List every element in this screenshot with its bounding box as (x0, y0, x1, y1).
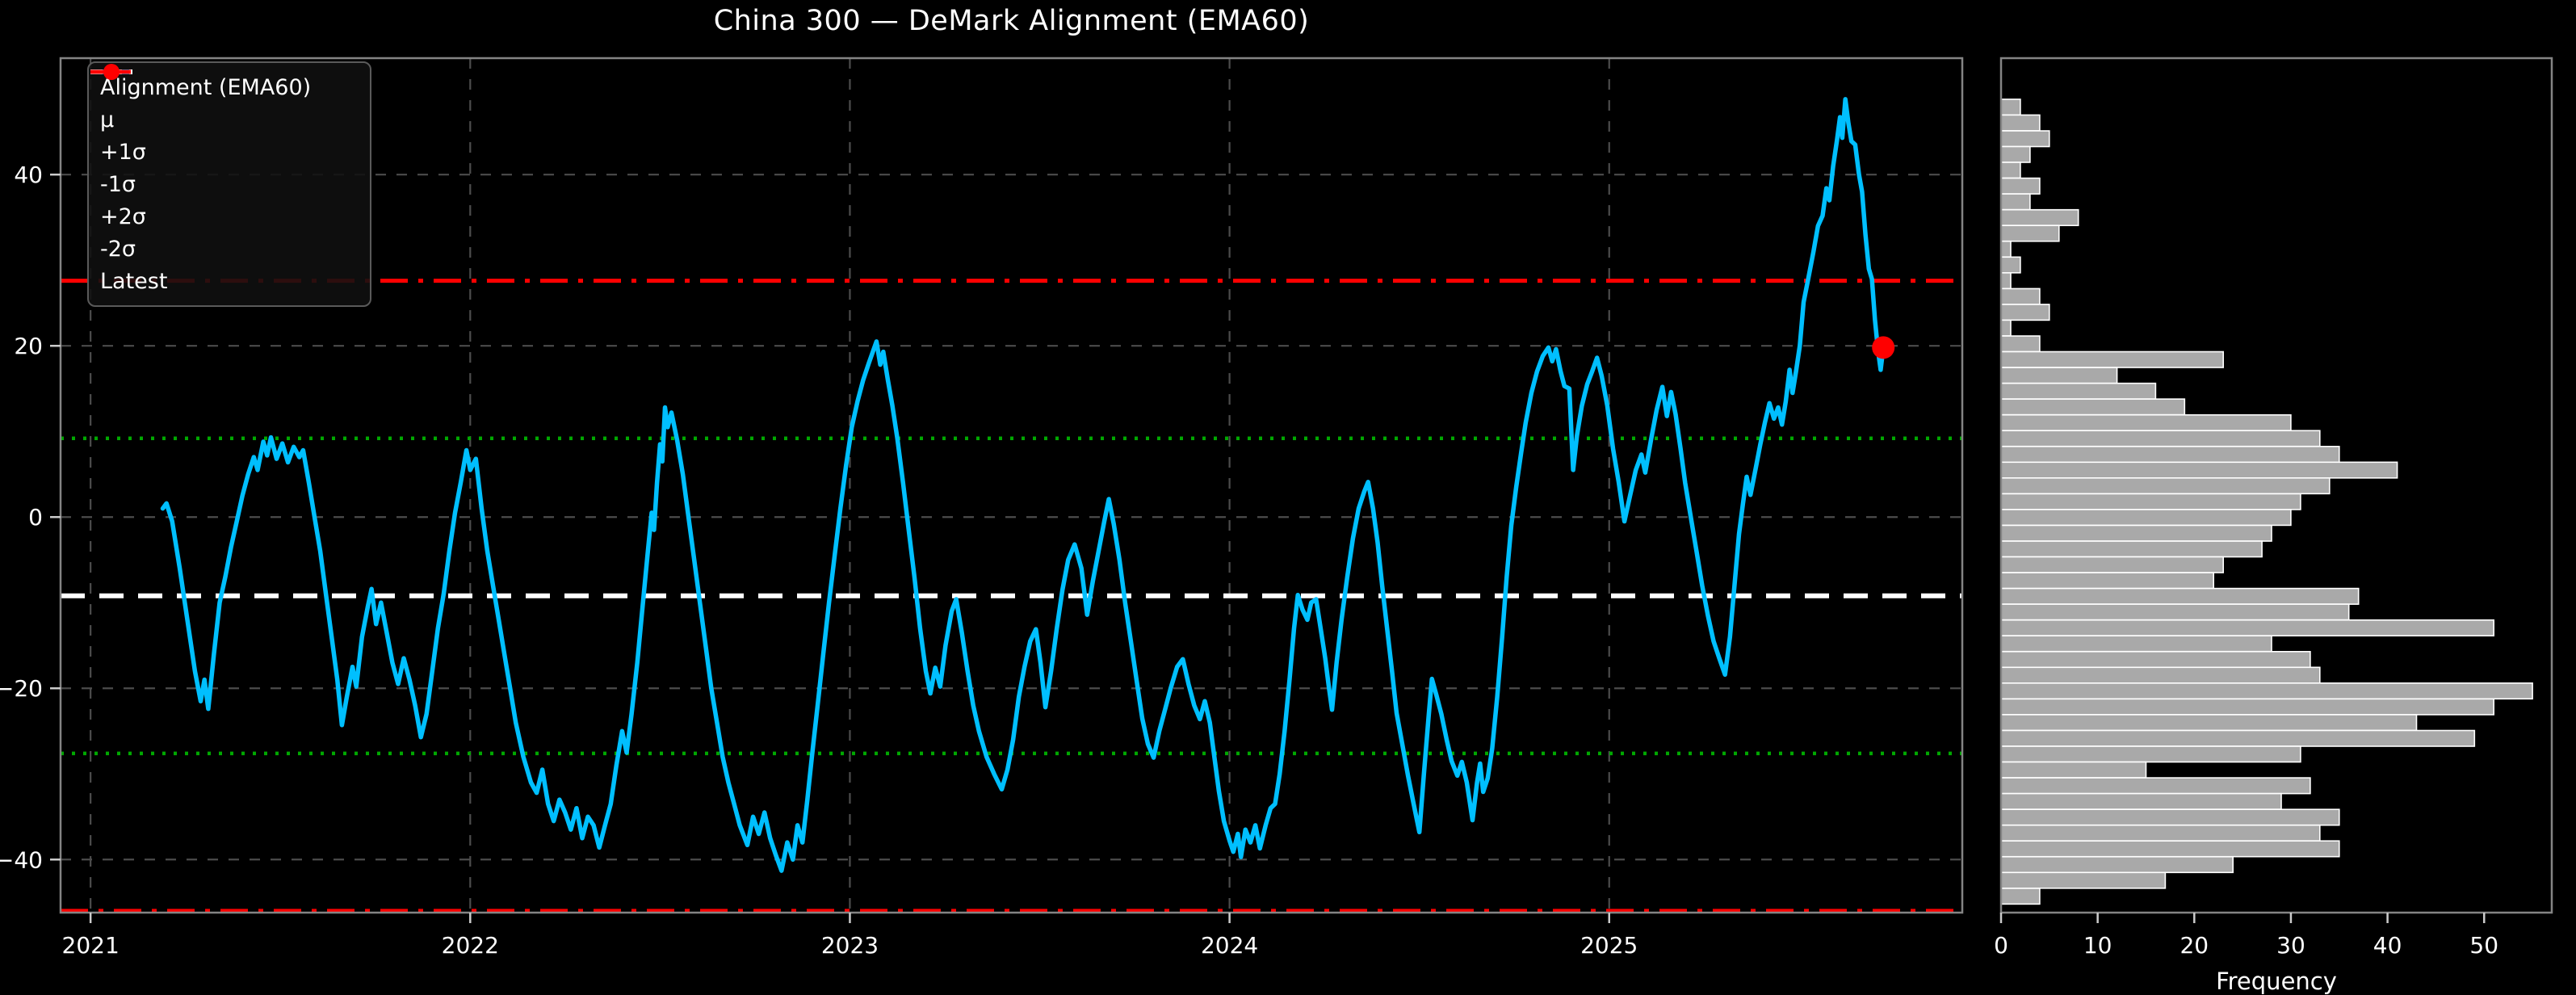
hist-bar (2000, 745, 2301, 763)
legend-label: +2σ (100, 204, 146, 229)
legend-item: Alignment (EMA60) (90, 69, 359, 103)
y-tick-label: 0 (28, 504, 43, 531)
hist-bar (2000, 540, 2263, 558)
hist-bar (2000, 698, 2495, 716)
x-tick-label: 2023 (821, 932, 879, 959)
legend-item: +2σ (90, 69, 359, 233)
hist-bar (2000, 99, 2021, 116)
legend-item: Latest (100, 64, 359, 297)
y-tick-label: −20 (0, 675, 43, 702)
hist-bar (2000, 445, 2340, 464)
hist-bar (2000, 304, 2050, 321)
hist-bar (2000, 288, 2041, 305)
hist-bar (2000, 714, 2418, 732)
legend-item: -2σ (90, 69, 359, 265)
legend-label: -1σ (100, 171, 136, 197)
hist-bar (2000, 619, 2495, 637)
hist-bar (2000, 729, 2476, 747)
y-tick-label: −40 (0, 846, 43, 873)
hist-bar (2000, 193, 2031, 211)
hist-bar (2000, 208, 2079, 227)
hist-bar (2000, 477, 2331, 495)
hist-bar (2000, 682, 2533, 700)
legend: Alignment (EMA60) μ +1σ -1σ +2σ -2σ Latest (87, 61, 371, 307)
main-axes-spine (59, 57, 1964, 914)
hist-bar (2000, 777, 2311, 795)
hist-x-tick-label: 50 (2469, 932, 2498, 959)
legend-label: +1σ (100, 139, 146, 165)
hist-bar (2000, 256, 2021, 274)
hist-bar (2000, 824, 2321, 842)
x-tick-label: 2022 (442, 932, 499, 959)
hist-bar (2000, 556, 2225, 573)
legend-label: Latest (100, 268, 168, 294)
latest-marker (1872, 336, 1895, 359)
hist-bar (2000, 225, 2060, 242)
hist-bar (2000, 414, 2292, 432)
y-tick-label: 20 (14, 333, 43, 359)
hist-bar (2000, 808, 2340, 826)
hist-bar (2000, 367, 2118, 384)
y-tick-label: 40 (14, 162, 43, 188)
x-tick-label: 2024 (1201, 932, 1258, 959)
hist-bar (2000, 319, 2012, 337)
hist-x-tick-label: 30 (2276, 932, 2305, 959)
hist-bar (2000, 271, 2012, 290)
hist-bar (2000, 398, 2186, 416)
hist-bar (2000, 177, 2041, 195)
hist-bar (2000, 856, 2234, 874)
legend-item: -1σ (90, 69, 359, 200)
hist-bar (2000, 335, 2041, 353)
hist-x-tick-label: 10 (2083, 932, 2112, 959)
hist-x-tick-label: 0 (1994, 932, 2008, 959)
hist-bar (2000, 572, 2215, 590)
chart-title: China 300 — DeMark Alignment (EMA60) (713, 5, 1310, 37)
hist-bar (2000, 461, 2398, 479)
red-dot-swatch-icon (103, 64, 120, 80)
legend-label: μ (100, 107, 115, 132)
hist-bar (2000, 162, 2021, 179)
hist-bar (2000, 871, 2167, 889)
hist-bar (2000, 587, 2360, 605)
hist-bar (2000, 382, 2157, 400)
hist-bar (2000, 635, 2272, 653)
legend-item: μ (90, 69, 359, 136)
hist-x-tick-label: 40 (2373, 932, 2402, 959)
hist-x-tick-label: 20 (2180, 932, 2209, 959)
hist-bar (2000, 145, 2031, 163)
hist-bar (2000, 430, 2321, 447)
hist-bar (2000, 792, 2282, 810)
legend-label: Alignment (EMA60) (100, 74, 312, 100)
hist-bar (2000, 761, 2147, 779)
hist-bar (2000, 840, 2340, 858)
hist-bar (2000, 666, 2321, 684)
hist-bar (2000, 114, 2041, 132)
hist-bar (2000, 888, 2041, 905)
hist-bar (2000, 351, 2225, 368)
hist-bar (2000, 650, 2311, 669)
alignment-series-line (160, 97, 1886, 873)
legend-label: -2σ (100, 236, 136, 262)
hist-bar (2000, 493, 2301, 510)
hist-bar (2000, 603, 2350, 621)
hist-bar (2000, 240, 2012, 258)
hist-bar (2000, 524, 2272, 542)
x-tick-label: 2021 (62, 932, 120, 959)
x-tick-label: 2025 (1580, 932, 1638, 959)
legend-item: +1σ (90, 69, 359, 168)
hist-xlabel: Frequency (2216, 968, 2337, 995)
hist-bar (2000, 130, 2050, 148)
hist-axes-spine (1999, 57, 2553, 914)
hist-bar (2000, 509, 2292, 527)
